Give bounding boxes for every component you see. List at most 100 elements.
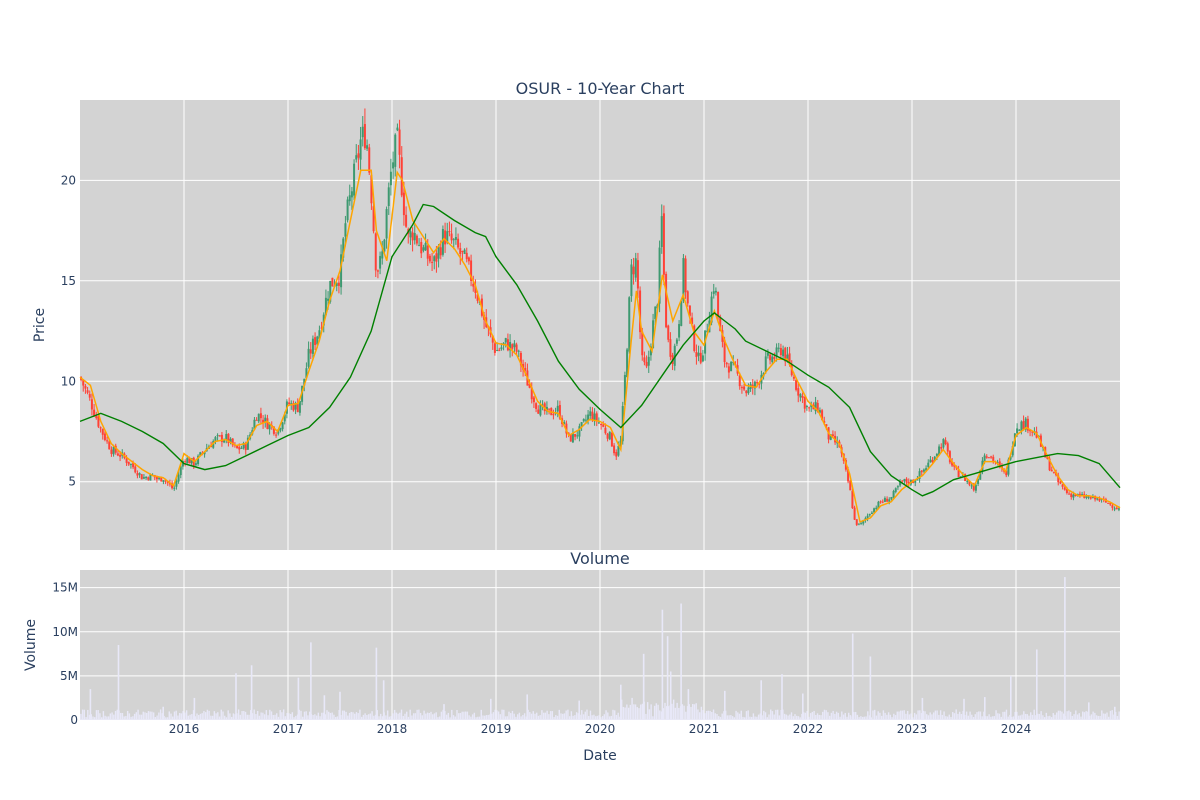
- volume-bar: [461, 711, 463, 720]
- candle-body: [86, 390, 89, 393]
- volume-bar: [938, 714, 940, 720]
- candle-body: [600, 424, 603, 426]
- volume-bar: [406, 711, 408, 720]
- candle-body: [990, 456, 993, 458]
- volume-bar: [87, 709, 89, 720]
- volume-bar: [1061, 711, 1063, 720]
- volume-bar: [619, 716, 621, 720]
- candle-body: [758, 383, 761, 385]
- candle-body: [665, 273, 668, 328]
- candle-body: [398, 129, 401, 155]
- volume-bar: [861, 716, 864, 720]
- candle-body: [229, 438, 232, 443]
- candle-body: [331, 277, 334, 287]
- volume-bar: [778, 715, 781, 720]
- volume-bar: [648, 709, 651, 720]
- volume-bar: [477, 716, 479, 720]
- volume-bar: [685, 711, 687, 720]
- volume-bar: [199, 713, 202, 720]
- candle-body: [855, 519, 858, 525]
- volume-bar: [953, 713, 956, 720]
- volume-bar: [182, 711, 184, 720]
- volume-bar: [667, 706, 670, 720]
- volume-spike-bar: [193, 697, 196, 720]
- volume-bar: [1083, 712, 1086, 720]
- candle-body: [506, 339, 509, 351]
- volume-bar: [764, 712, 767, 720]
- volume-bar: [745, 711, 748, 720]
- candle-body: [649, 346, 652, 356]
- candle-body: [535, 403, 538, 409]
- volume-bar: [740, 710, 742, 720]
- candle-body: [114, 445, 117, 453]
- candle-body: [158, 477, 161, 479]
- volume-bar: [608, 716, 611, 720]
- volume-bar: [558, 709, 560, 720]
- volume-bar: [790, 712, 793, 720]
- candle-body: [420, 242, 423, 254]
- volume-bar: [1068, 710, 1070, 720]
- candle-body: [942, 438, 945, 448]
- candle-body: [149, 473, 152, 481]
- volume-bar: [941, 714, 944, 720]
- candle-body: [753, 381, 756, 389]
- volume-bar: [341, 710, 344, 720]
- volume-bar: [830, 712, 833, 720]
- volume-bar: [1019, 715, 1022, 720]
- volume-bar: [634, 704, 637, 720]
- candle-body: [348, 195, 351, 202]
- volume-bar: [615, 714, 618, 720]
- volume-bar: [276, 713, 278, 720]
- volume-bar: [317, 712, 320, 720]
- candle-body: [571, 433, 574, 443]
- volume-bar: [588, 715, 590, 720]
- candle-body: [405, 214, 408, 227]
- volume-bar: [620, 699, 623, 720]
- candle-body: [970, 485, 973, 487]
- candle-body: [184, 461, 187, 463]
- candle-body: [745, 390, 748, 394]
- candle-body: [691, 317, 694, 325]
- volume-y-tick-label: 5M: [60, 669, 78, 683]
- candle-body: [372, 206, 375, 232]
- candle-body: [801, 395, 804, 398]
- volume-bar: [808, 716, 810, 720]
- price-y-axis-title: Price: [32, 308, 48, 342]
- volume-bar: [723, 711, 725, 720]
- candle-body: [868, 514, 871, 516]
- volume-y-tick-label: 10M: [52, 625, 78, 639]
- candle-body: [463, 249, 466, 254]
- candle-body: [1026, 418, 1029, 431]
- volume-bar: [256, 710, 259, 720]
- candle-body: [1031, 431, 1034, 433]
- volume-bar: [104, 715, 106, 720]
- volume-bar: [282, 709, 285, 720]
- candle-body: [194, 463, 197, 465]
- volume-bar: [237, 709, 240, 720]
- volume-bar: [126, 710, 129, 720]
- candle-body: [389, 171, 392, 186]
- volume-bar: [1113, 714, 1115, 720]
- volume-bar: [300, 710, 302, 720]
- candle-body: [892, 491, 895, 498]
- candle-body: [907, 481, 910, 485]
- volume-bar: [640, 704, 642, 720]
- candle-body: [983, 455, 986, 462]
- volume-bar: [1004, 711, 1006, 720]
- volume-bar: [926, 714, 928, 720]
- candle-body: [296, 403, 299, 412]
- volume-bar: [463, 711, 465, 720]
- candle-body: [344, 223, 347, 237]
- volume-bar: [662, 708, 664, 720]
- volume-bar: [955, 709, 957, 720]
- volume-bar: [1024, 713, 1027, 720]
- volume-bar: [1009, 714, 1011, 720]
- volume-bar: [646, 702, 649, 720]
- volume-bar: [1108, 716, 1110, 720]
- volume-bar: [444, 710, 446, 720]
- volume-bar: [672, 699, 675, 720]
- candle-body: [805, 405, 808, 408]
- volume-bar: [882, 710, 885, 720]
- candle-body: [795, 380, 798, 390]
- candle-body: [504, 338, 507, 343]
